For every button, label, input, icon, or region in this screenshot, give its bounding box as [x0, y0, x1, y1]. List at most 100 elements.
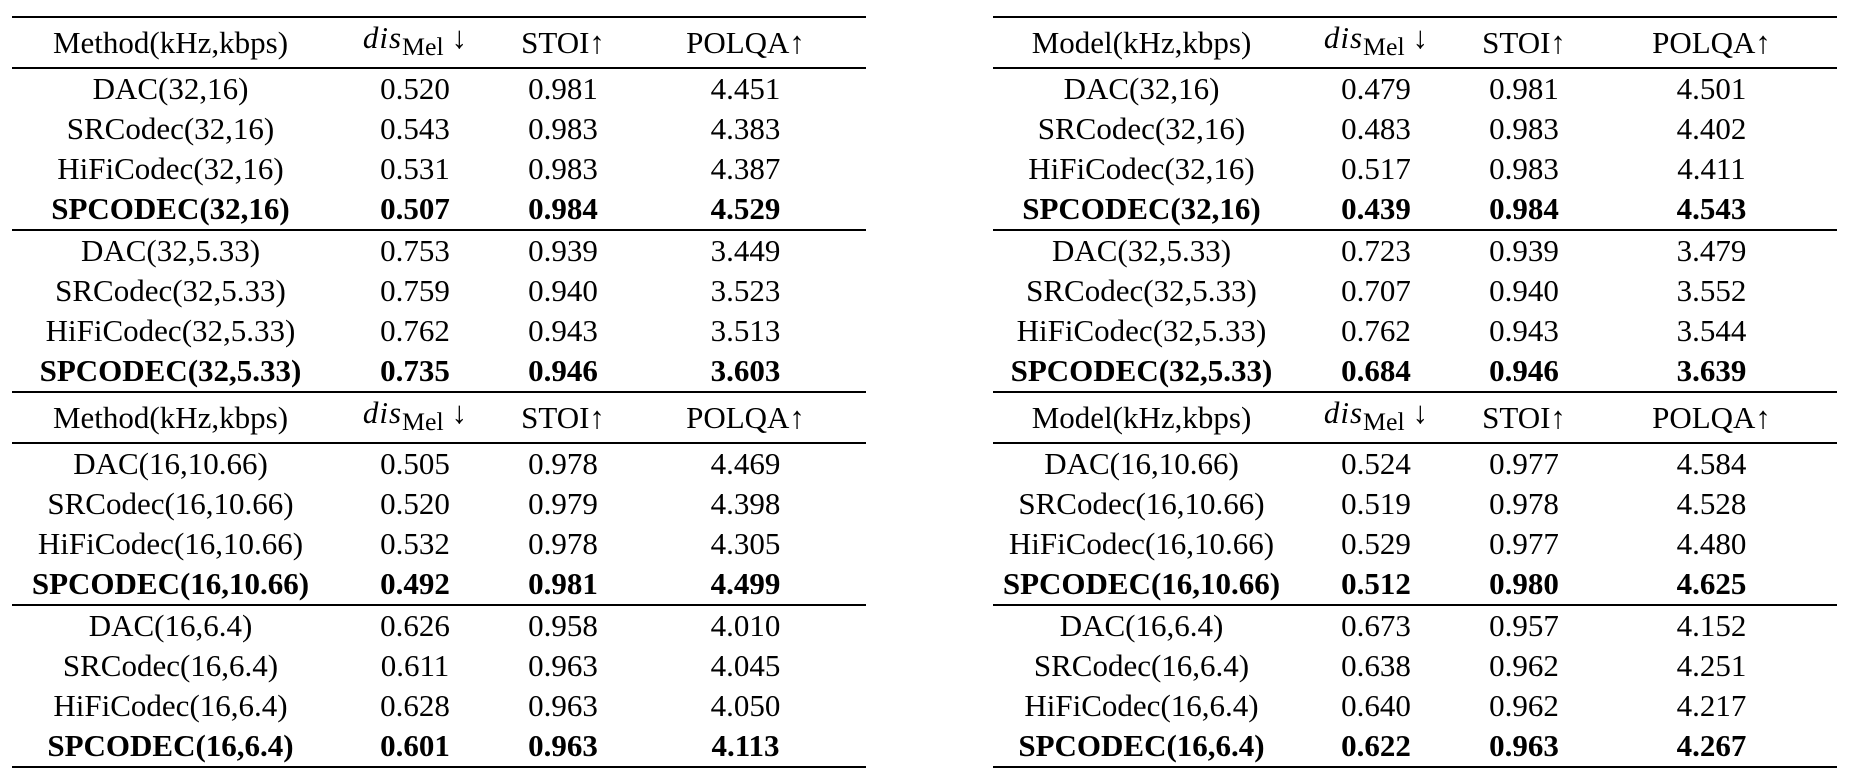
table-row: HiFiCodec(16,10.66) 0.532 0.978 4.305	[12, 524, 866, 564]
cell-dis-mel: 0.762	[380, 313, 450, 349]
cell-method: DAC(32,16)	[1063, 71, 1220, 107]
table-row-best: SPCODEC(16,6.4) 0.622 0.963 4.267	[993, 726, 1837, 768]
cell-polqa: 4.469	[710, 446, 781, 482]
cell-method: HiFiCodec(16,6.4)	[53, 688, 288, 724]
cell-method: SRCodec(32,5.33)	[1026, 273, 1257, 309]
cell-polqa: 4.501	[1676, 71, 1747, 107]
down-arrow: ↓	[451, 395, 468, 431]
cell-polqa: 3.544	[1676, 313, 1747, 349]
cell-method: HiFiCodec(32,16)	[57, 151, 284, 187]
cell-dis-mel: 0.622	[1290, 726, 1462, 768]
cell-dis-mel: 0.753	[329, 229, 501, 272]
cell-stoi: 0.978	[528, 446, 598, 482]
cell-stoi: 0.977	[1489, 446, 1559, 482]
table-row: DAC(32,16) 0.520 0.981 4.451	[12, 68, 866, 109]
cell-method: SPCODEC(32,5.33)	[1010, 353, 1273, 389]
cell-method: SRCodec(32,5.33)	[55, 273, 286, 309]
table-row-best: SPCODEC(32,5.33) 0.735 0.946 3.603	[12, 351, 866, 392]
cell-method: SRCodec(32,16)	[66, 111, 275, 147]
cell-polqa: 4.387	[710, 151, 781, 187]
table-row: HiFiCodec(32,5.33) 0.762 0.943 3.544	[993, 311, 1837, 351]
cell-dis-mel: 0.512	[1341, 566, 1411, 602]
cell-stoi: 0.962	[1489, 688, 1559, 724]
cell-polqa: 4.499	[710, 566, 781, 602]
cell-stoi: 0.981	[528, 566, 598, 602]
cell-stoi: 0.979	[528, 486, 598, 522]
cell-polqa: 4.045	[710, 648, 781, 684]
cell-polqa: 4.529	[710, 191, 781, 227]
table-row-best: SPCODEC(32,5.33) 0.684 0.946 3.639	[993, 351, 1837, 392]
table-row: HiFiCodec(32,16) 0.517 0.983 4.411	[993, 149, 1837, 189]
cell-polqa: 4.383	[710, 111, 781, 147]
cell-polqa: 4.251	[1676, 648, 1747, 684]
cell-stoi: 0.977	[1489, 526, 1559, 562]
cell-polqa: 4.543	[1676, 191, 1747, 227]
cell-dis-mel: 0.507	[380, 191, 450, 227]
cell-polqa: 4.411	[1677, 151, 1746, 187]
cell-stoi: 0.983	[1489, 151, 1559, 187]
table-row-best: SPCODEC(32,16) 0.507 0.984 4.529	[12, 189, 866, 230]
cell-dis-mel: 0.628	[380, 688, 450, 724]
cell-stoi: 0.946	[528, 353, 598, 389]
cell-stoi: 0.984	[528, 191, 598, 227]
cell-method: HiFiCodec(32,16)	[1028, 151, 1255, 187]
cell-dis-mel: 0.483	[1341, 111, 1411, 147]
cell-polqa: 3.603	[710, 353, 781, 389]
cell-method: SRCodec(16,10.66)	[1018, 486, 1265, 522]
cell-method: SPCODEC(16,6.4)	[12, 726, 329, 768]
cell-stoi: 0.957	[1462, 604, 1586, 647]
cell-dis-mel: 0.640	[1341, 688, 1411, 724]
cell-method: DAC(32,5.33)	[993, 229, 1290, 272]
cell-dis-mel: 0.529	[1341, 526, 1411, 562]
down-arrow: ↓	[1412, 20, 1429, 55]
cell-polqa: 4.113	[625, 726, 866, 768]
down-arrow: ↓	[1412, 395, 1429, 431]
cell-dis-mel: 0.479	[1341, 71, 1411, 107]
column-header-dis-mel: disMel ↓	[329, 391, 501, 445]
cell-stoi: 0.978	[528, 526, 598, 562]
header-row: Model(kHz,kbps) disMel ↓ STOI↑ POLQA↑	[993, 391, 1837, 445]
cell-method: SPCODEC(32,5.33)	[39, 353, 302, 389]
cell-dis-mel: 0.723	[1290, 229, 1462, 272]
cell-method: SPCODEC(16,10.66)	[31, 566, 310, 602]
column-header-polqa: POLQA↑	[1586, 15, 1837, 70]
cell-polqa: 4.267	[1586, 726, 1837, 768]
table-row: HiFiCodec(16,10.66) 0.529 0.977 4.480	[993, 524, 1837, 564]
dis-symbol: dis	[362, 395, 403, 431]
mel-subscript: Mel	[1363, 407, 1405, 437]
cell-polqa: 3.639	[1676, 353, 1747, 389]
cell-polqa: 4.451	[710, 71, 781, 107]
cell-stoi: 0.963	[501, 726, 625, 768]
cell-stoi: 0.984	[1489, 191, 1559, 227]
cell-method: HiFiCodec(32,5.33)	[1016, 313, 1267, 349]
table-row: DAC(32,16) 0.479 0.981 4.501	[993, 68, 1837, 109]
column-header-polqa: POLQA↑	[1586, 391, 1837, 445]
column-header-dis-mel: disMel ↓	[1290, 391, 1462, 445]
table-body: Model(kHz,kbps) disMel ↓ STOI↑ POLQA↑ DAC(32,…	[993, 15, 1837, 768]
column-header-dis-mel: disMel ↓	[1290, 15, 1462, 70]
cell-dis-mel: 0.439	[1341, 191, 1411, 227]
mel-subscript: Mel	[1363, 32, 1405, 62]
cell-dis-mel: 0.505	[380, 446, 450, 482]
cell-polqa: 4.305	[710, 526, 781, 562]
cell-dis-mel: 0.543	[380, 111, 450, 147]
mel-subscript: Mel	[402, 407, 444, 437]
cell-method: HiFiCodec(16,10.66)	[37, 526, 304, 562]
cell-method: SPCODEC(16,10.66)	[1002, 566, 1281, 602]
cell-dis-mel: 0.532	[380, 526, 450, 562]
table-row: DAC(32,5.33) 0.723 0.939 3.479	[993, 229, 1837, 272]
table-row: SRCodec(16,10.66) 0.519 0.978 4.528	[993, 484, 1837, 524]
cell-stoi: 0.958	[501, 604, 625, 647]
cell-dis-mel: 0.492	[380, 566, 450, 602]
cell-stoi: 0.940	[1489, 273, 1559, 309]
table-row-best: SPCODEC(32,16) 0.439 0.984 4.543	[993, 189, 1837, 230]
column-header-polqa: POLQA↑	[625, 391, 866, 445]
cell-stoi: 0.943	[1489, 313, 1559, 349]
table-row: DAC(16,6.4) 0.626 0.958 4.010	[12, 604, 866, 647]
column-header-model: Method(kHz,kbps)	[12, 391, 329, 445]
cell-polqa: 4.217	[1676, 688, 1747, 724]
column-header-polqa: POLQA↑	[625, 15, 866, 70]
cell-dis-mel: 0.626	[329, 604, 501, 647]
cell-dis-mel: 0.673	[1290, 604, 1462, 647]
cell-stoi: 0.981	[1489, 71, 1559, 107]
